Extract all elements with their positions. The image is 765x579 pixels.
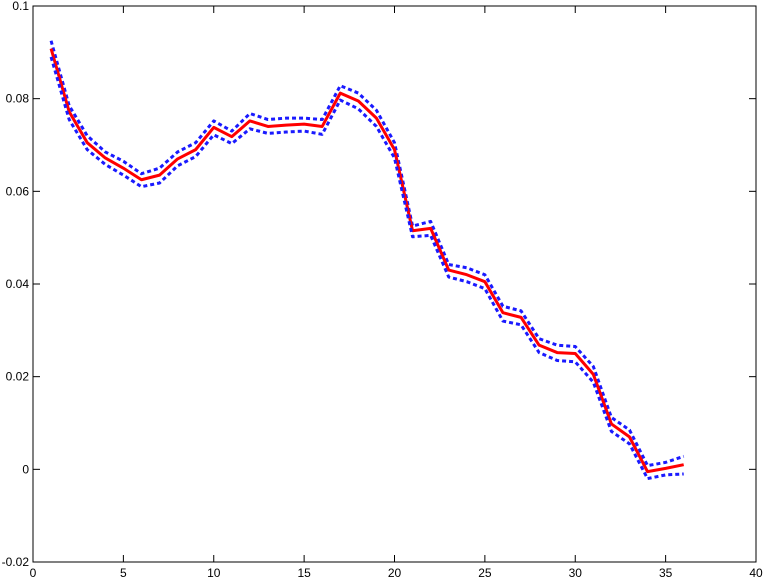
x-tick-label: 40 <box>749 566 763 579</box>
plot-background <box>33 6 756 562</box>
series-line-lower <box>49 56 684 481</box>
x-tick-label: 35 <box>659 566 673 579</box>
x-tick-label: 10 <box>207 566 221 579</box>
x-tick-label: 0 <box>30 566 37 579</box>
y-tick-label: 0 <box>22 462 29 476</box>
series-line-center <box>49 48 685 474</box>
x-tick-label: 30 <box>569 566 583 579</box>
x-tick-label: 15 <box>297 566 311 579</box>
series-lines <box>49 40 685 481</box>
series-line-upper <box>49 40 685 468</box>
x-tick-label: 25 <box>478 566 492 579</box>
y-tick-label: 0.06 <box>6 184 30 198</box>
y-tick-label: 0.1 <box>12 0 29 13</box>
x-tick-label: 20 <box>388 566 402 579</box>
y-tick-label: 0.02 <box>6 370 30 384</box>
y-tick-label: 0.08 <box>6 92 30 106</box>
x-tick-label: 5 <box>120 566 127 579</box>
plot-frame <box>32 5 757 563</box>
y-tick-label: 0.04 <box>6 277 30 291</box>
y-tick-label: -0.02 <box>2 555 30 569</box>
